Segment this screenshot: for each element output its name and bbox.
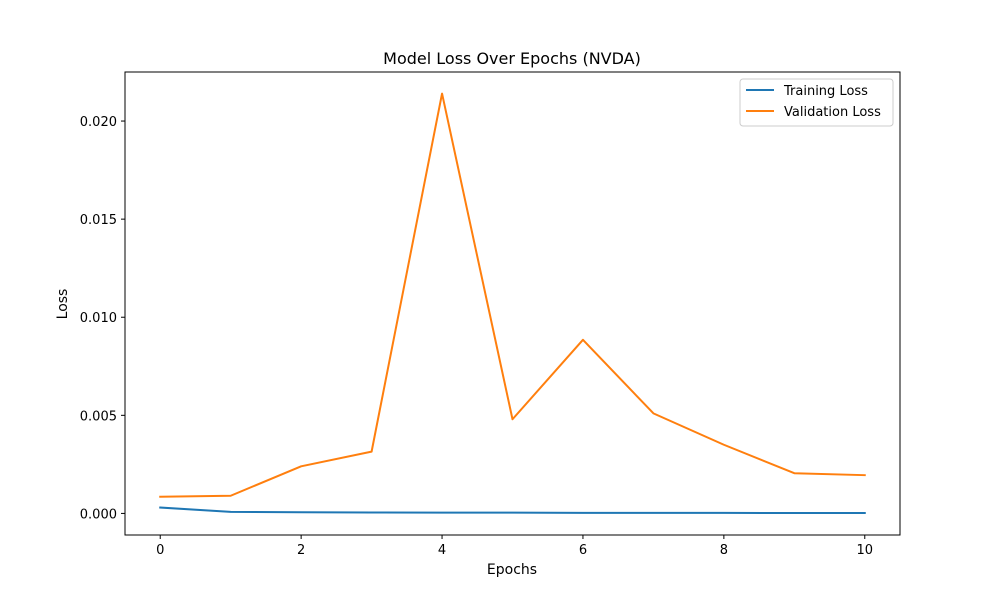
x-axis: 0 2 4 6 8 10 — [156, 535, 873, 558]
series-line-training-loss — [159, 506, 866, 515]
x-tick-label: 8 — [720, 543, 728, 558]
y-tick-label: 0.015 — [80, 213, 117, 228]
legend-label-training-loss: Training Loss — [783, 84, 868, 99]
y-tick-label: 0.000 — [80, 507, 117, 522]
legend-box — [739, 78, 894, 127]
x-tick-label: 2 — [297, 543, 305, 558]
legend-label-validation-loss: Validation Loss — [784, 105, 881, 120]
y-axis: 0.000 0.005 0.010 0.015 0.020 — [80, 115, 125, 522]
plot-frame — [124, 71, 901, 536]
y-tick-label: 0.005 — [80, 409, 117, 424]
plot-area — [124, 71, 901, 536]
y-axis-label: Loss — [55, 289, 71, 320]
series-line-validation-loss — [159, 92, 866, 498]
legend: Training Loss Validation Loss — [739, 78, 894, 127]
x-tick-label: 10 — [856, 543, 873, 558]
series-lines — [159, 92, 866, 515]
x-tick-label: 6 — [579, 543, 587, 558]
y-tick-label: 0.010 — [80, 311, 117, 326]
x-tick-label: 0 — [156, 543, 164, 558]
x-tick-label: 4 — [438, 543, 446, 558]
x-axis-label: Epochs — [487, 562, 537, 578]
y-tick-label: 0.020 — [80, 115, 117, 130]
chart-title: Model Loss Over Epochs (NVDA) — [383, 49, 641, 68]
